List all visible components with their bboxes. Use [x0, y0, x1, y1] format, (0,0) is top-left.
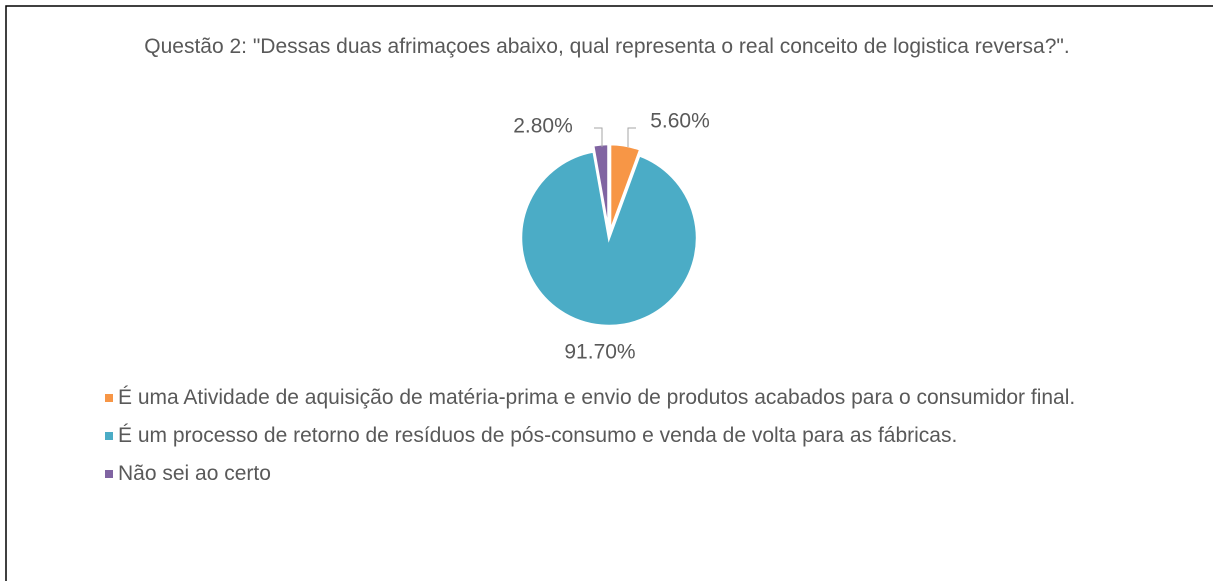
legend-swatch [105, 432, 113, 440]
legend-item: É um processo de retorno de resíduos de … [100, 421, 1170, 451]
legend-label: Não sei ao certo [118, 462, 271, 485]
legend-item: É uma Atividade de aquisição de matéria-… [100, 383, 1170, 413]
legend-swatch [105, 470, 113, 478]
legend-item: Não sei ao certo [100, 459, 1170, 489]
pie-slice [608, 142, 642, 233]
legend-label: É uma Atividade de aquisição de matéria-… [118, 386, 1076, 409]
pie-slice [519, 149, 699, 328]
pie-slice [591, 142, 610, 233]
data-label: 5.60% [650, 110, 710, 133]
chart-border [5, 5, 1213, 581]
leader-line [594, 127, 603, 147]
leader-line [627, 127, 636, 147]
chart-title: Questão 2: "Dessas duas afrimaçoes abaix… [144, 35, 1070, 58]
legend-swatch [105, 394, 113, 402]
legend: É uma Atividade de aquisição de matéria-… [100, 383, 1170, 497]
legend-label: É um processo de retorno de resíduos de … [118, 424, 958, 447]
data-label: 2.80% [513, 115, 573, 138]
data-label: 91.70% [564, 341, 635, 364]
